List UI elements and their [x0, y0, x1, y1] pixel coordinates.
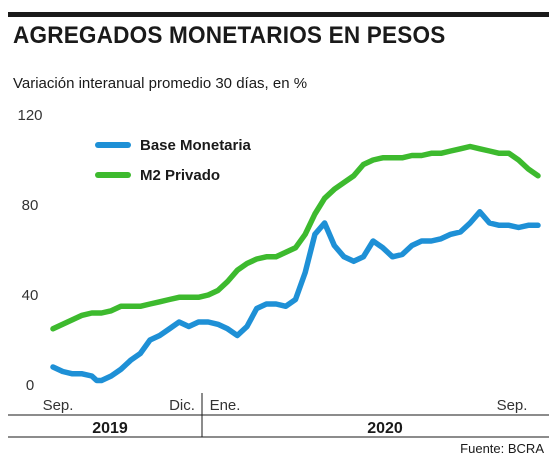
series-line-base-monetaria [50, 209, 541, 384]
y-tick-label: 80 [22, 197, 39, 214]
legend-label: Base Monetaria [140, 137, 252, 154]
y-tick-label: 120 [17, 107, 42, 124]
x-tick-label: Sep. [43, 397, 74, 414]
x-axis: Sep. Dic. Ene. Sep. 2019 2020 [8, 393, 549, 438]
year-label: 2020 [367, 420, 403, 437]
y-tick-label: 40 [22, 287, 39, 304]
x-tick-label: Ene. [210, 397, 241, 414]
chart-subtitle: Variación interanual promedio 30 días, e… [13, 75, 308, 92]
legend: Base Monetaria M2 Privado [95, 137, 252, 184]
legend-label: M2 Privado [140, 167, 220, 184]
series-lines [50, 143, 541, 384]
year-label: 2019 [92, 420, 128, 437]
x-tick-label: Sep. [497, 397, 528, 414]
x-tick-label: Dic. [169, 397, 195, 414]
chart-title: AGREGADOS MONETARIOS EN PESOS [13, 22, 446, 49]
title-rule [8, 12, 549, 17]
series-line-m2-privado [50, 143, 541, 332]
y-axis-ticks: 120 80 40 0 [17, 107, 42, 394]
y-tick-label: 0 [26, 377, 34, 394]
source-note: Fuente: BCRA [460, 441, 544, 456]
